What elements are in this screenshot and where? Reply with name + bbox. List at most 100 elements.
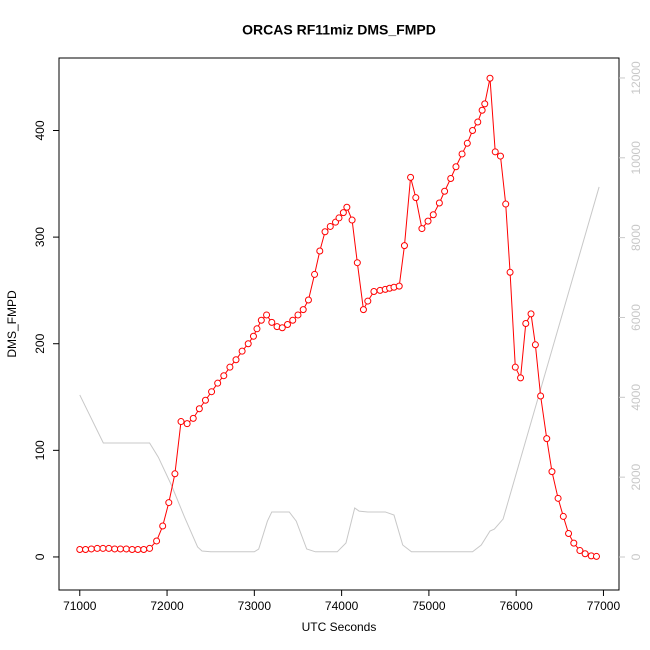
data-point — [189, 414, 197, 422]
x-axis-label: UTC Seconds — [302, 620, 377, 634]
x-tick-label: 77000 — [587, 599, 621, 613]
data-point — [278, 324, 286, 332]
y-tick-label: 300 — [33, 227, 47, 247]
data-point — [159, 522, 167, 530]
data-point — [395, 282, 403, 290]
data-point — [257, 316, 265, 324]
data-point — [93, 544, 101, 552]
y2-tick-label: 10000 — [629, 141, 643, 175]
x-tick-label: 76000 — [499, 599, 533, 613]
data-point — [359, 306, 367, 314]
data-point — [570, 539, 578, 547]
data-point — [76, 545, 84, 553]
data-point — [134, 545, 142, 553]
data-point — [506, 268, 514, 276]
data-point — [183, 420, 191, 428]
data-point — [478, 106, 486, 114]
data-point — [435, 199, 443, 207]
data-point — [592, 552, 600, 560]
data-point — [122, 545, 130, 553]
data-point — [412, 194, 420, 202]
y-tick-label: 400 — [33, 120, 47, 140]
data-point — [87, 545, 95, 553]
data-point — [195, 405, 203, 413]
data-point — [522, 319, 530, 327]
data-point — [517, 374, 525, 382]
y-tick-label: 0 — [33, 553, 47, 560]
data-point — [348, 216, 356, 224]
y2-tick-label: 8000 — [629, 224, 643, 251]
data-point — [527, 310, 535, 318]
y2-tick-label: 0 — [629, 553, 643, 560]
data-point — [316, 247, 324, 255]
data-point — [353, 259, 361, 267]
data-point — [146, 544, 154, 552]
data-point — [543, 435, 551, 443]
data-point — [284, 321, 292, 329]
data-point — [537, 392, 545, 400]
data-point — [565, 529, 573, 537]
data-point — [99, 544, 107, 552]
data-point — [238, 347, 246, 355]
data-point — [486, 74, 494, 82]
data-point — [116, 545, 124, 553]
data-point — [469, 126, 477, 134]
plot-frame — [58, 57, 620, 591]
data-point — [370, 287, 378, 295]
data-point — [531, 341, 539, 349]
data-point — [201, 396, 209, 404]
data-point — [304, 296, 312, 304]
x-tick-label: 72000 — [150, 599, 184, 613]
data-point — [153, 537, 161, 545]
data-point — [491, 148, 499, 156]
x-tick-label: 71000 — [63, 599, 97, 613]
data-point — [400, 242, 408, 250]
series-line — [79, 186, 600, 553]
data-point — [253, 325, 261, 333]
x-tick-label: 75000 — [412, 599, 446, 613]
data-point — [171, 470, 179, 478]
data-point — [299, 306, 307, 314]
data-point — [447, 174, 455, 182]
y2-tick-label: 4000 — [629, 384, 643, 411]
data-point — [177, 418, 185, 426]
data-point — [364, 297, 372, 305]
x-tick-label: 73000 — [238, 599, 272, 613]
data-point — [321, 228, 329, 236]
data-point — [311, 270, 319, 278]
data-point — [263, 311, 271, 319]
data-point — [576, 547, 584, 555]
data-point — [105, 544, 113, 552]
data-point — [208, 388, 216, 396]
data-point — [140, 545, 148, 553]
data-point — [424, 217, 432, 225]
data-point — [165, 499, 173, 507]
y-tick-label: 200 — [33, 333, 47, 353]
data-point — [481, 100, 489, 108]
data-point — [502, 200, 510, 208]
data-point — [463, 139, 471, 147]
data-point — [335, 214, 343, 222]
y2-tick-label: 2000 — [629, 463, 643, 490]
data-point — [226, 363, 234, 371]
data-point — [452, 163, 460, 171]
y-axis-label: DMS_FMPD — [5, 290, 19, 358]
data-point — [249, 332, 257, 340]
data-point — [559, 512, 567, 520]
data-point — [214, 379, 222, 387]
data-point — [289, 316, 297, 324]
data-point — [244, 340, 252, 348]
data-point — [82, 545, 90, 553]
data-point — [554, 494, 562, 502]
y-tick-label: 100 — [33, 440, 47, 460]
data-point — [220, 372, 228, 380]
data-point — [511, 363, 519, 371]
data-point — [268, 318, 276, 326]
chart-title: ORCAS RF11miz DMS_FMPD — [242, 22, 436, 38]
data-point — [343, 203, 351, 211]
y2-tick-label: 6000 — [629, 304, 643, 331]
data-point — [548, 468, 556, 476]
data-point — [418, 225, 426, 233]
